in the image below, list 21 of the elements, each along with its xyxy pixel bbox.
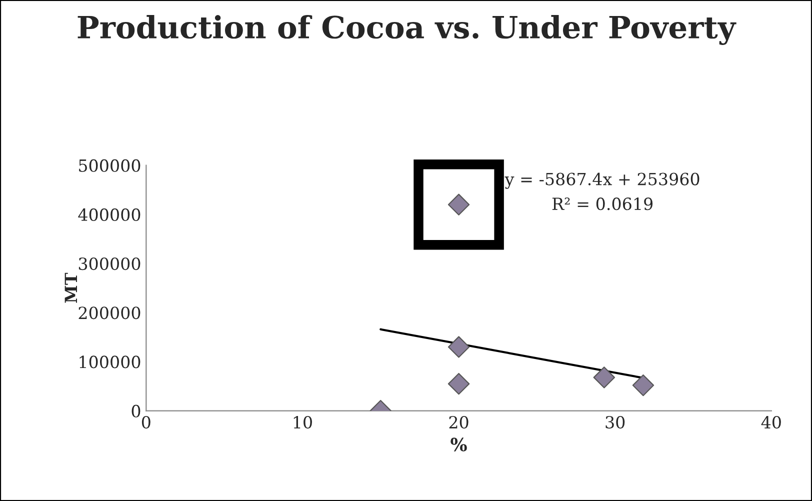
x-tick-label: 40 [761, 416, 781, 429]
point [448, 336, 470, 358]
x-tick-label: 20 [449, 416, 468, 429]
y-axis-title: MT [64, 272, 77, 303]
annotation: y = -5867.4x + 253960 [504, 172, 700, 189]
y-tick-label: 300000 [78, 257, 140, 270]
y-tick-label: 200000 [78, 306, 140, 320]
point [632, 374, 654, 396]
x-tick-label: 30 [606, 416, 625, 429]
x-tick-label: 0 [142, 416, 150, 429]
y-tick-label: 100000 [80, 356, 140, 368]
point [448, 194, 470, 216]
x-tick-label: 10 [294, 416, 312, 429]
y-tick-label: 0 [132, 404, 140, 418]
point [593, 366, 616, 388]
point [448, 372, 470, 395]
annotation: R² = 0.0619 [552, 198, 653, 210]
y-tick-label: 500000 [79, 159, 140, 172]
chart-title: Production of Cocoa vs. Under Poverty [78, 15, 736, 46]
y-tick-label: 400000 [78, 208, 140, 221]
x-axis-title: % [450, 438, 467, 452]
